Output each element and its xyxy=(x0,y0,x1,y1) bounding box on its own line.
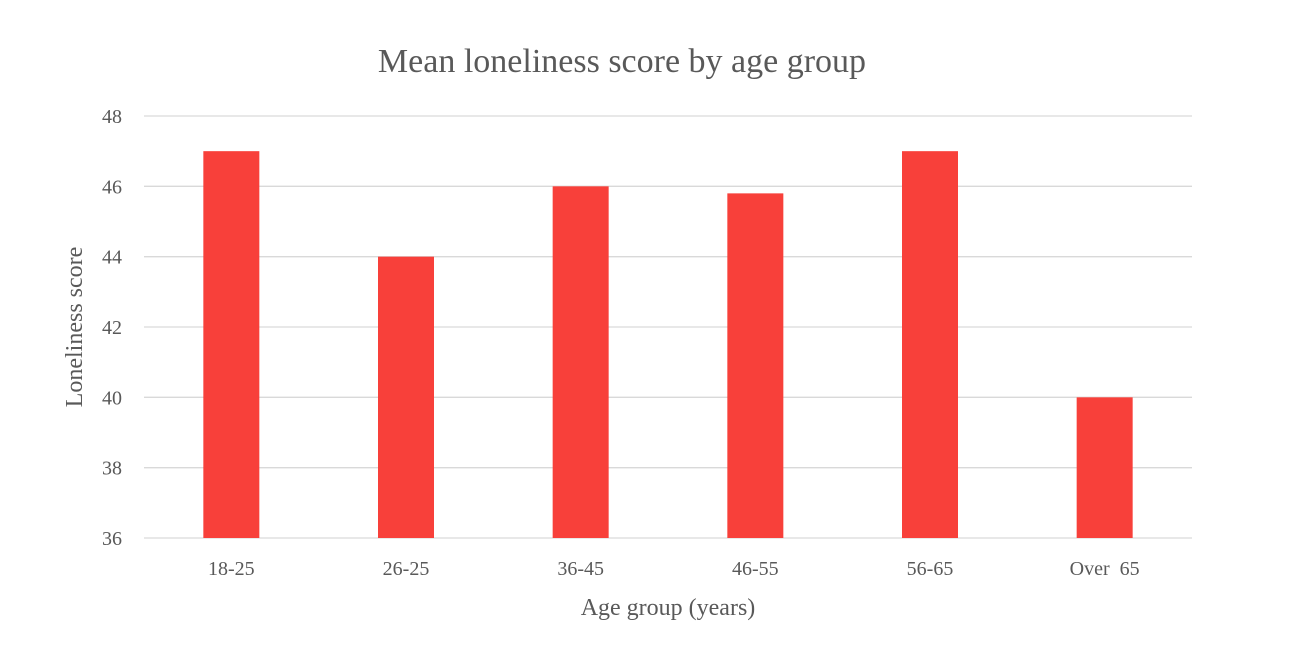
bar xyxy=(902,151,958,538)
x-tick-label: 56-65 xyxy=(907,558,954,580)
y-axis-ticks: 36 38 40 42 44 46 48 xyxy=(102,106,122,550)
x-tick-label: 18-25 xyxy=(208,558,255,580)
x-tick-label: 46-55 xyxy=(732,558,779,580)
y-tick-label: 46 xyxy=(102,176,122,198)
y-tick-label: 44 xyxy=(102,247,122,269)
y-tick-label: 40 xyxy=(102,387,122,409)
y-tick-label: 38 xyxy=(102,458,122,480)
chart-title: Mean loneliness score by age group xyxy=(378,43,866,80)
x-tick-label: 26-25 xyxy=(383,558,430,580)
y-tick-label: 36 xyxy=(102,528,122,550)
bar xyxy=(1076,397,1133,538)
x-axis-ticks: 18-25 26-25 36-45 46-55 56-65 Over 65 xyxy=(208,558,1140,580)
bar xyxy=(552,186,609,539)
x-axis-title: Age group (years) xyxy=(581,595,756,621)
x-tick-label: Over 65 xyxy=(1070,558,1140,580)
y-tick-label: 42 xyxy=(102,317,122,339)
y-axis-title: Loneliness score xyxy=(62,247,88,408)
gridlines xyxy=(144,115,1192,539)
bar xyxy=(203,151,260,538)
x-tick-label: 36-45 xyxy=(557,558,604,580)
bars xyxy=(203,151,1133,539)
bar xyxy=(378,256,434,538)
y-tick-label: 48 xyxy=(102,106,122,128)
bar xyxy=(727,193,784,538)
